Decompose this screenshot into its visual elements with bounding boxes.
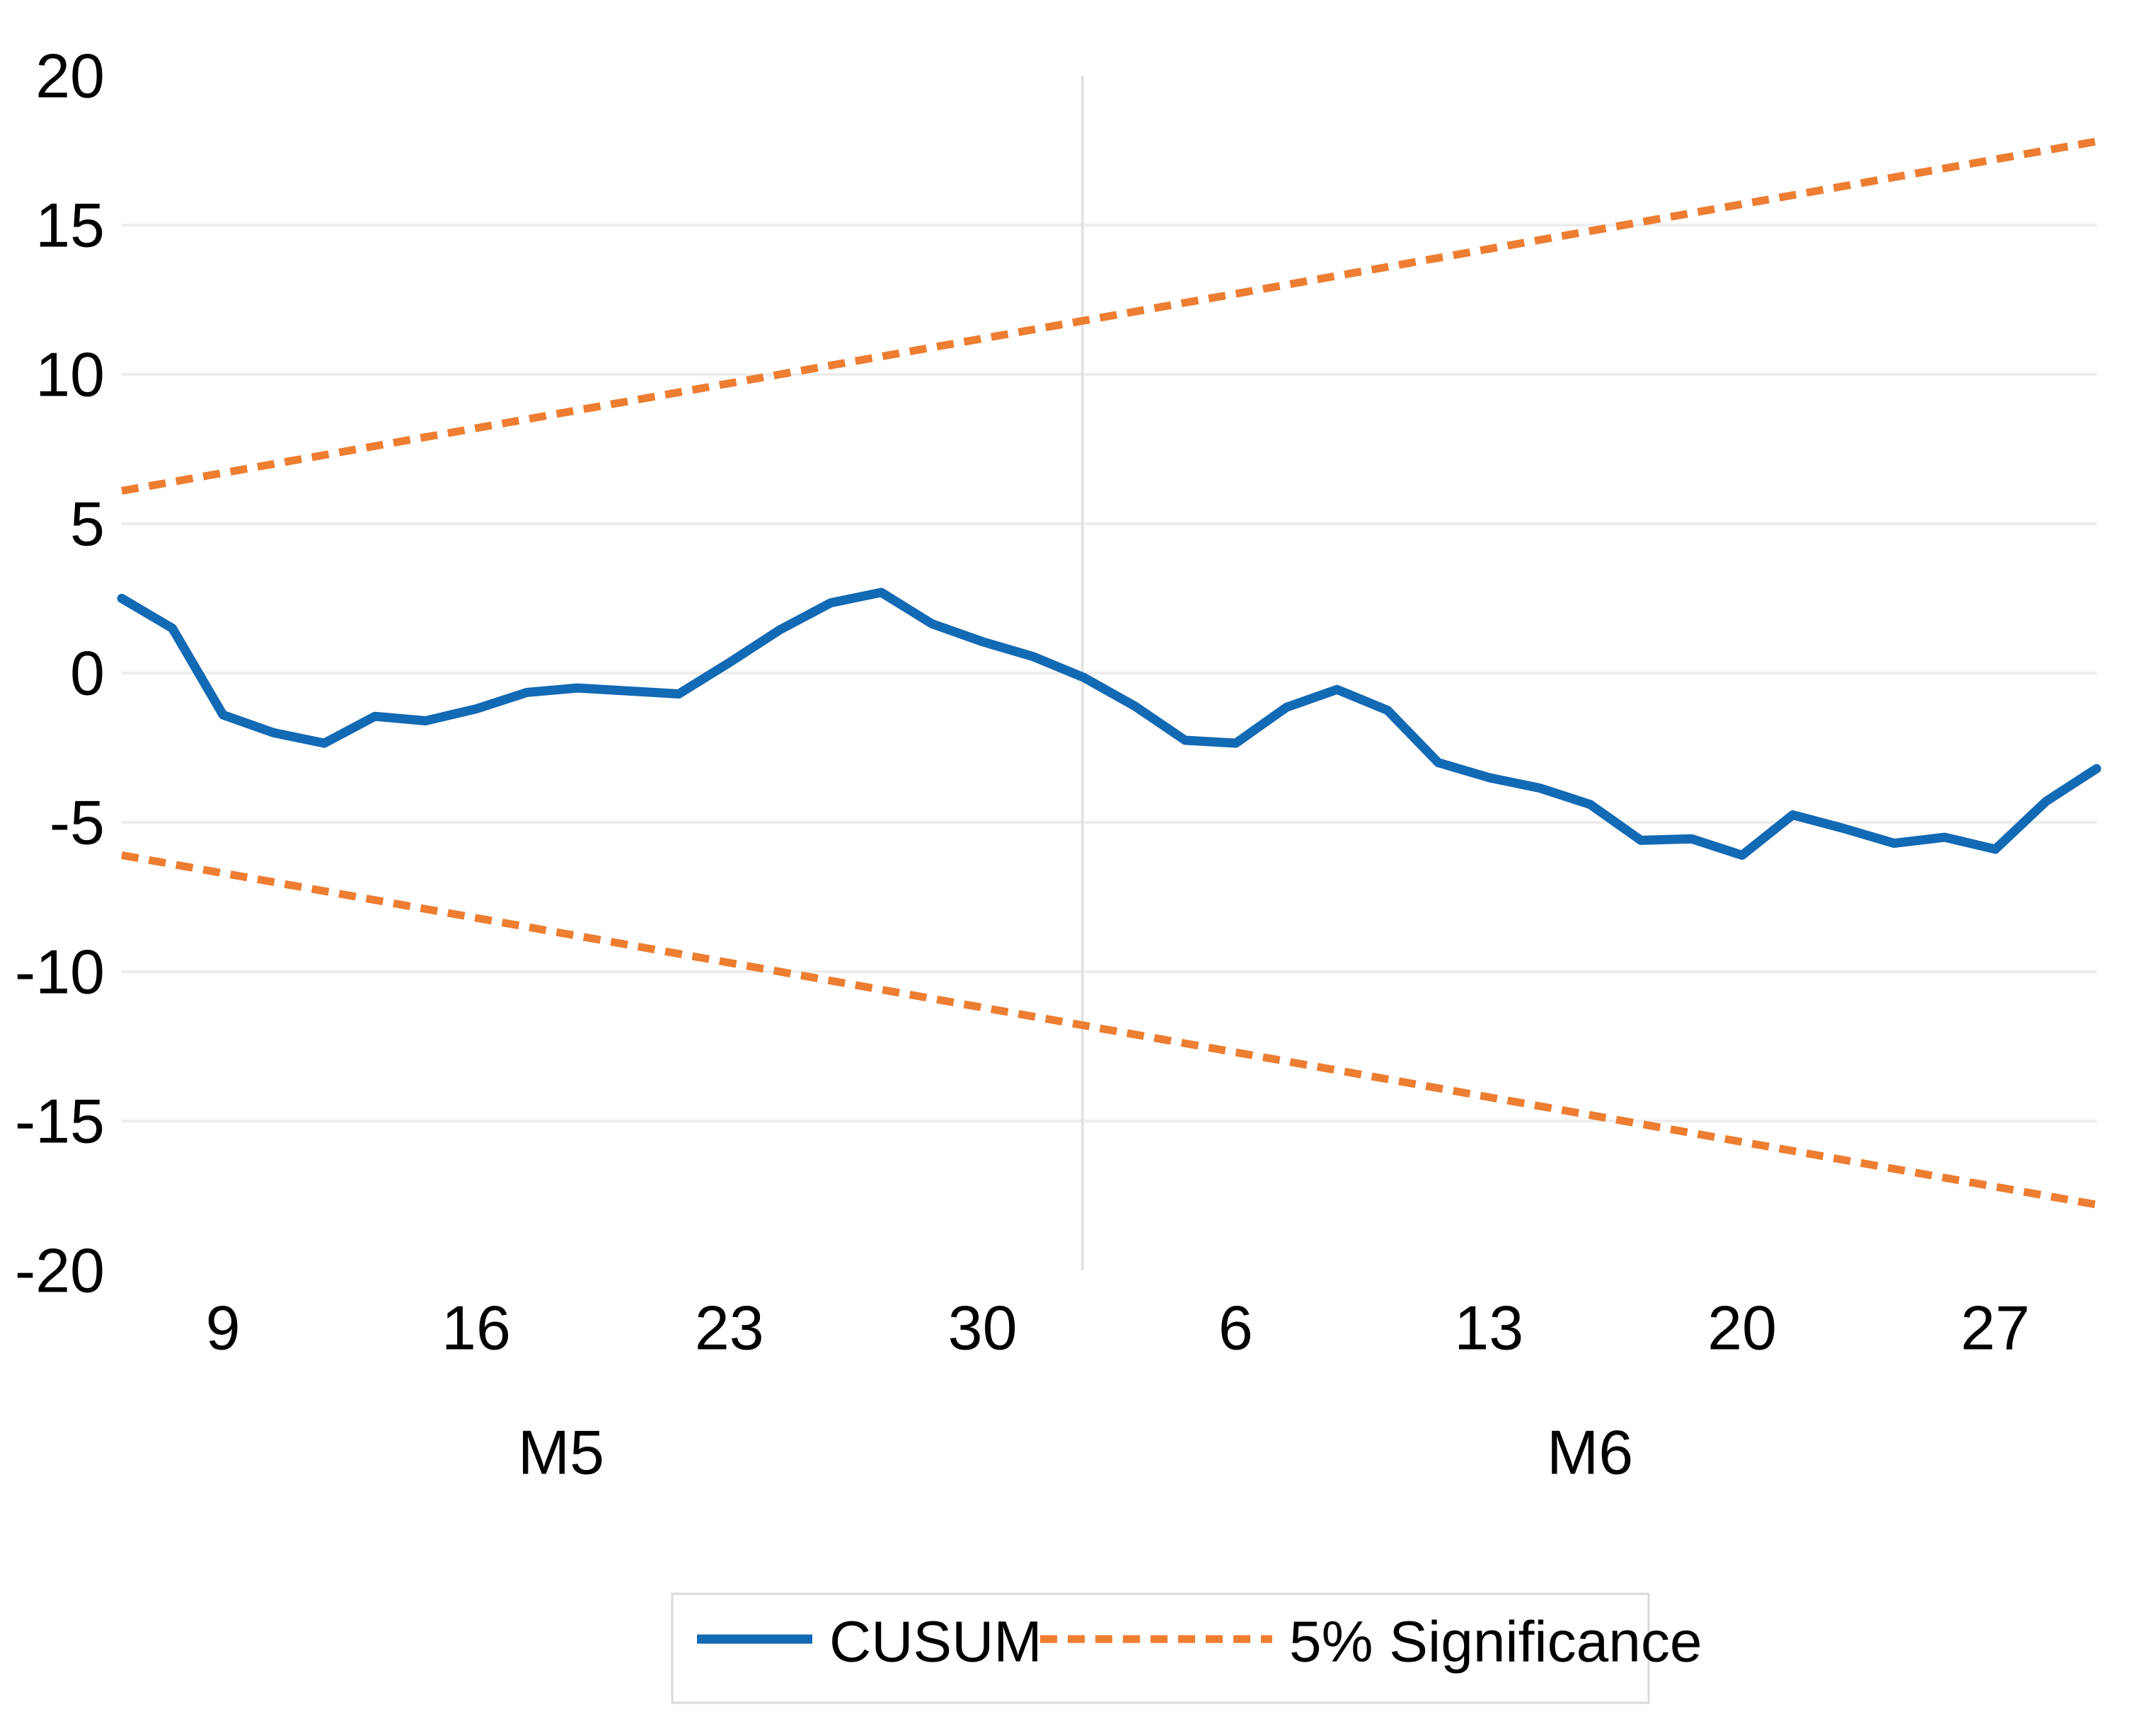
month-label-M6: M6	[1547, 1418, 1633, 1488]
y-axis-label-5: 5	[70, 489, 105, 559]
cusum-line	[117, 587, 2102, 860]
y-axis-label--20: -20	[15, 1236, 105, 1306]
legend-box	[671, 1592, 1650, 1704]
x-axis-label-20: 20	[1707, 1293, 1777, 1363]
legend-label-significance: 5% Significance	[1289, 1610, 1702, 1674]
y-axis-label-15: 15	[35, 190, 105, 260]
month-label-M5: M5	[518, 1418, 604, 1488]
x-axis-label-27: 27	[1961, 1293, 2030, 1363]
x-axis-label-13: 13	[1454, 1293, 1523, 1363]
x-axis-label-16: 16	[442, 1293, 511, 1363]
y-axis-label-20: 20	[35, 41, 105, 111]
x-axis-label-30: 30	[948, 1293, 1018, 1363]
y-axis-label-10: 10	[35, 340, 105, 410]
y-axis-label-0: 0	[70, 638, 105, 708]
x-axis-label-9: 9	[206, 1293, 241, 1363]
y-axis-label--5: -5	[50, 788, 105, 858]
significance-upper-line	[121, 137, 2097, 495]
legend-label-cusum: CUSUM	[829, 1610, 1042, 1674]
x-axis-label-23: 23	[695, 1293, 764, 1363]
y-axis-label--15: -15	[15, 1086, 105, 1156]
significance-lower-line	[121, 851, 2097, 1209]
y-axis-label--10: -10	[15, 937, 105, 1007]
x-axis-label-6: 6	[1218, 1293, 1253, 1363]
